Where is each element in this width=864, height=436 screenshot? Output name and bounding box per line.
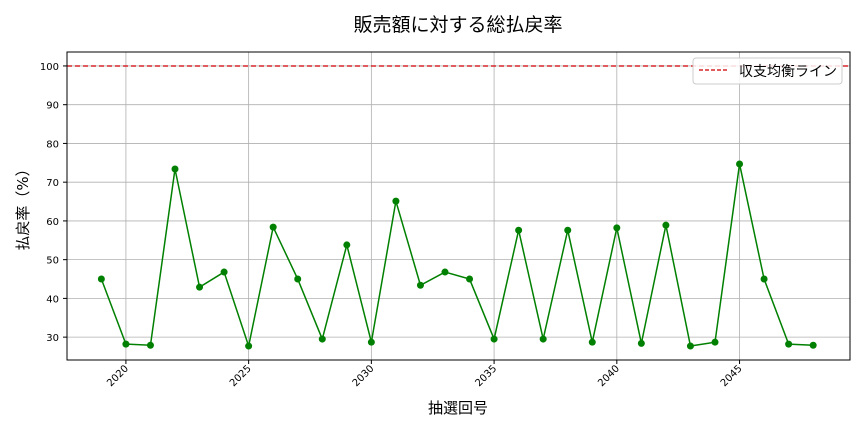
data-point [490, 335, 498, 343]
data-point [686, 342, 694, 350]
data-point [637, 339, 645, 347]
legend: 収支均衡ライン [692, 57, 843, 85]
legend-label: 収支均衡ライン [739, 64, 837, 80]
grid [67, 52, 850, 360]
y-tick-label: 70 [46, 178, 59, 189]
data-point [245, 342, 253, 350]
data-point [392, 197, 400, 205]
y-tick-label: 50 [46, 256, 59, 267]
x-tick-label: 2025 [228, 363, 254, 389]
x-tick-label: 2020 [105, 363, 131, 389]
x-tick-label: 2035 [473, 363, 499, 389]
data-point [736, 160, 744, 168]
data-point [711, 338, 719, 346]
data-point [809, 341, 817, 349]
y-tick-label: 80 [46, 139, 59, 150]
data-point [318, 335, 326, 343]
data-point [97, 275, 105, 283]
series-line [100, 163, 814, 349]
x-tick-label: 2040 [596, 363, 622, 389]
data-point [441, 268, 449, 276]
y-tick-label: 30 [46, 333, 59, 344]
y-tick-label: 100 [40, 62, 59, 73]
y-tick-label: 60 [46, 217, 59, 228]
data-point [171, 165, 179, 173]
data-point [294, 275, 302, 283]
legend-box [692, 57, 843, 85]
y-axis-label: 払戻率（%） [14, 161, 32, 250]
data-point [662, 221, 670, 229]
series-group [97, 160, 817, 350]
data-point [515, 226, 523, 234]
data-point [367, 338, 375, 346]
x-tick-label: 2045 [719, 363, 745, 389]
plot-frame [66, 51, 851, 361]
y-tick-label: 40 [46, 294, 59, 305]
y-tick-label: 90 [46, 101, 59, 112]
data-point [588, 338, 596, 346]
data-point [564, 226, 572, 234]
data-point [146, 341, 154, 349]
data-point [343, 241, 351, 249]
data-point [122, 340, 130, 348]
x-axis-label: 抽選回号 [428, 399, 488, 417]
data-point [539, 335, 547, 343]
data-point [269, 223, 277, 231]
data-point [466, 275, 474, 283]
data-point [416, 281, 424, 289]
data-point [613, 224, 621, 232]
chart-title: 販売額に対する総払戻率 [353, 14, 562, 36]
data-point [760, 275, 768, 283]
data-point [196, 283, 204, 291]
x-tick-label: 2030 [351, 363, 377, 389]
data-point [785, 340, 793, 348]
data-point [220, 268, 228, 276]
